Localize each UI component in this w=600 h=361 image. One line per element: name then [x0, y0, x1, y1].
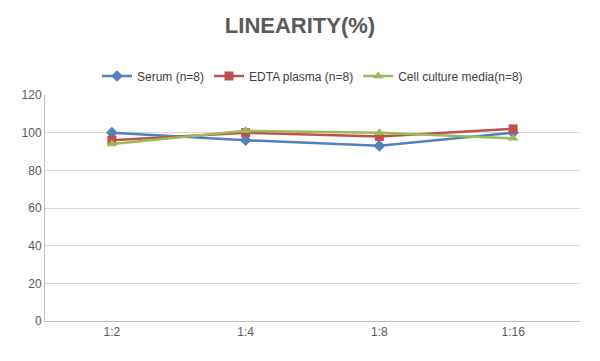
- svg-text:100: 100: [22, 126, 42, 140]
- svg-text:80: 80: [28, 164, 42, 178]
- svg-text:1:4: 1:4: [237, 325, 254, 339]
- svg-text:Cell culture media(n=8): Cell culture media(n=8): [398, 70, 522, 84]
- svg-text:1:8: 1:8: [371, 325, 388, 339]
- svg-text:Serum (n=8): Serum (n=8): [137, 70, 204, 84]
- svg-text:1:2: 1:2: [104, 325, 121, 339]
- svg-text:60: 60: [28, 201, 42, 215]
- svg-text:LINEARITY(%): LINEARITY(%): [225, 13, 375, 38]
- svg-text:EDTA plasma (n=8): EDTA plasma (n=8): [249, 70, 353, 84]
- svg-text:0: 0: [35, 314, 42, 328]
- svg-text:40: 40: [28, 239, 42, 253]
- svg-text:1:16: 1:16: [501, 325, 525, 339]
- svg-text:20: 20: [28, 277, 42, 291]
- svg-text:120: 120: [22, 88, 42, 102]
